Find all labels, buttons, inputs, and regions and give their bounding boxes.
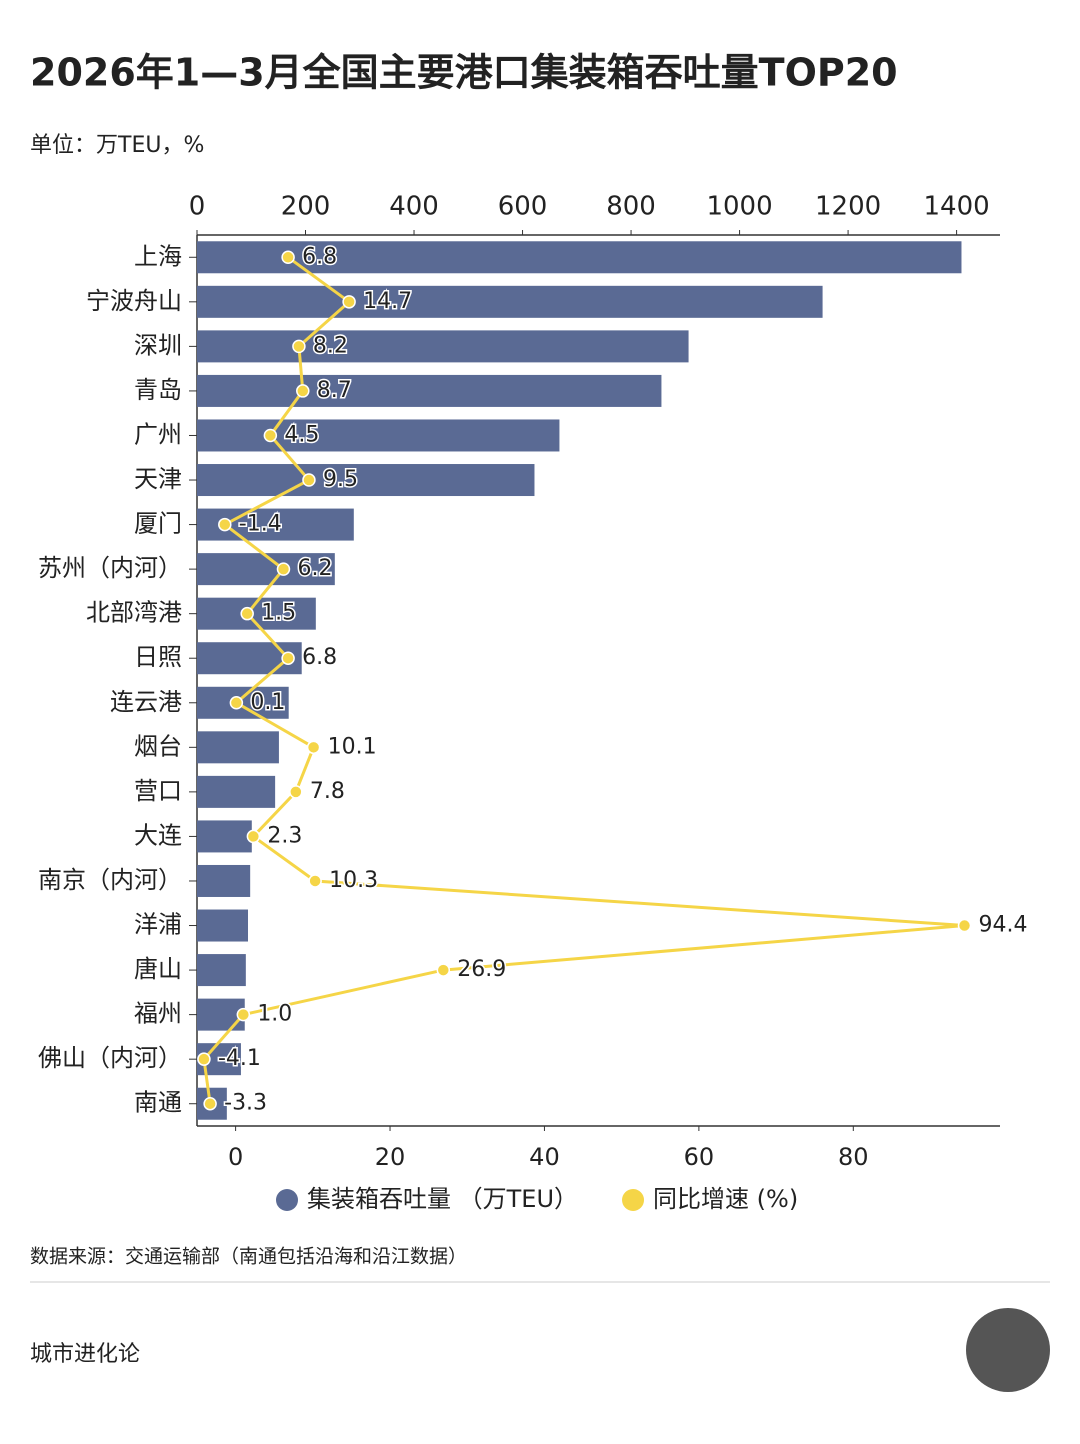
data-label: 6.8	[302, 244, 337, 269]
x2-tick-label: 0	[228, 1143, 243, 1171]
y-tick-label: 日照	[134, 643, 182, 671]
growth-point	[296, 384, 310, 398]
growth-point	[289, 785, 303, 799]
data-label: 26.9	[457, 957, 506, 982]
bar	[197, 954, 246, 987]
x2-tick-label: 20	[375, 1143, 406, 1171]
legend-label: 集装箱吞吐量 （万TEU）	[307, 1185, 578, 1213]
logo	[966, 1308, 1050, 1392]
x-tick-label: 800	[606, 192, 656, 222]
y-tick-label: 青岛	[134, 376, 182, 404]
y-tick-label: 南京（内河）	[38, 866, 182, 894]
growth-point	[203, 1096, 217, 1111]
growth-point	[292, 339, 306, 354]
growth-point	[436, 963, 451, 977]
y-tick-label: 南通	[134, 1089, 182, 1117]
bar	[197, 374, 662, 407]
bar	[197, 775, 276, 808]
x-tick-label: 200	[281, 192, 331, 222]
chart-subtitle: 单位：万TEU，%	[30, 133, 204, 158]
data-label: 2.3	[267, 823, 302, 848]
x-tick-label: 1400	[924, 192, 990, 222]
y-tick-label: 洋浦	[134, 911, 182, 939]
growth-point	[236, 1007, 251, 1022]
data-label: 1.0	[257, 1002, 292, 1027]
x-tick-label: 600	[498, 192, 548, 222]
bar	[197, 285, 823, 318]
growth-point	[281, 651, 295, 665]
y-tick-label: 烟台	[134, 732, 182, 760]
x2-tick-label: 40	[529, 1143, 560, 1171]
data-label: 14.7	[363, 289, 412, 314]
growth-point	[263, 428, 278, 443]
data-label: 4.5	[284, 422, 319, 447]
growth-point	[308, 874, 322, 888]
growth-point	[342, 295, 356, 309]
source-note: 数据来源：交通运输部（南通包括沿海和沿江数据）	[30, 1246, 467, 1268]
y-tick-label: 营口	[134, 777, 182, 805]
bar	[197, 731, 279, 764]
y-tick-label: 苏州（内河）	[38, 554, 182, 582]
growth-point	[197, 1052, 211, 1066]
data-label: 9.5	[323, 467, 358, 492]
y-tick-label: 大连	[134, 821, 182, 849]
chart-title: 2026年1—3月全国主要港口集装箱吞吐量TOP20	[30, 51, 898, 95]
x-tick-label: 0	[189, 192, 206, 222]
data-label: 10.1	[328, 734, 377, 759]
x-tick-label: 1000	[706, 192, 772, 222]
growth-point	[218, 517, 232, 532]
data-label: 1.5	[261, 601, 296, 626]
legend-swatch	[276, 1189, 298, 1211]
data-label: -3.3	[224, 1091, 267, 1116]
growth-line	[202, 256, 965, 1104]
growth-point	[306, 740, 321, 755]
y-tick-label: 厦门	[134, 510, 182, 538]
data-label: 8.2	[313, 333, 348, 358]
legend-swatch	[622, 1189, 645, 1211]
data-label: -4.1	[218, 1046, 261, 1071]
data-label: -1.4	[239, 512, 282, 537]
bar	[197, 553, 335, 586]
y-tick-label: 上海	[134, 242, 182, 270]
data-label: 94.4	[978, 913, 1027, 938]
data-label: 0.1	[250, 690, 285, 715]
x2-tick-label: 80	[838, 1143, 869, 1171]
data-label: 6.2	[297, 556, 332, 581]
y-tick-label: 福州	[134, 1000, 182, 1028]
growth-point	[957, 918, 972, 933]
y-tick-label: 宁波舟山	[86, 287, 182, 315]
legend-label: 同比增速 (%)	[653, 1185, 798, 1213]
y-tick-label: 北部湾港	[86, 599, 182, 627]
x-tick-label: 1200	[815, 192, 881, 222]
bar	[197, 820, 252, 853]
bar	[197, 419, 560, 452]
y-tick-label: 天津	[134, 465, 182, 493]
bar	[197, 909, 249, 942]
y-tick-label: 广州	[134, 420, 182, 448]
y-tick-label: 唐山	[134, 955, 182, 983]
y-tick-label: 深圳	[134, 331, 182, 359]
x-tick-label: 400	[389, 192, 439, 222]
footer-brand: 城市进化论	[30, 1342, 140, 1367]
growth-point	[276, 562, 291, 576]
data-label: 6.8	[302, 645, 337, 670]
bar	[197, 241, 962, 274]
y-tick-label: 连云港	[110, 688, 182, 716]
growth-point	[229, 696, 244, 710]
data-label: 8.7	[317, 378, 352, 403]
growth-point	[281, 250, 295, 265]
growth-point	[302, 473, 316, 487]
data-label: 10.3	[329, 868, 378, 893]
bar	[197, 464, 535, 497]
data-label: 7.8	[310, 779, 345, 804]
y-tick-label: 佛山（内河）	[38, 1044, 182, 1072]
growth-point	[240, 606, 254, 621]
growth-point	[246, 829, 261, 844]
bar	[197, 864, 251, 897]
x2-tick-label: 60	[684, 1143, 715, 1171]
bar	[197, 330, 689, 363]
